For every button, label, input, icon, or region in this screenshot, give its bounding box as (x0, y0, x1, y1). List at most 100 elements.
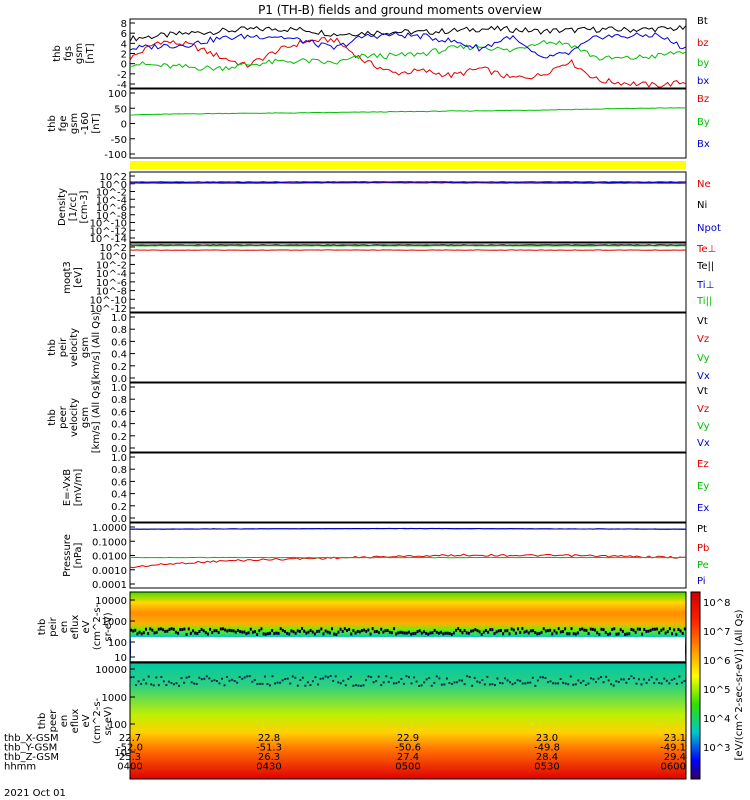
y-tick-label: 0.0 (111, 514, 127, 525)
spectrogram-pixel (153, 631, 156, 635)
spectrogram-pixel (561, 630, 564, 634)
spectrogram-pixel (271, 629, 274, 633)
spectrogram-pixel (418, 684, 421, 687)
spectrogram-pixel (502, 632, 505, 636)
legend-label-ne: Ne (697, 179, 711, 190)
y-tick-label: 0.2 (111, 362, 127, 373)
y-tick-label: 0.4 (111, 490, 127, 501)
series-line-by (129, 107, 687, 116)
spectrogram-pixel (489, 628, 492, 632)
legend-label-by: by (697, 58, 709, 69)
spectrogram-pixel (509, 681, 512, 684)
y-axis-label: eflux (70, 615, 81, 640)
spectrogram-pixel (314, 676, 317, 679)
y-tick-label: 0.2 (111, 502, 127, 513)
spectrogram-pixel (557, 627, 560, 631)
spectrogram-pixel (238, 675, 241, 678)
y-tick-label: 0.6 (111, 477, 127, 488)
spectrogram-pixel (405, 675, 408, 678)
y-axis-label: [cm-3] (79, 190, 90, 223)
spectrogram-pixel (211, 631, 214, 635)
spectrogram-pixel (162, 628, 165, 632)
spectrogram-pixel (228, 679, 231, 682)
spectrogram-pixel (241, 630, 244, 634)
spectrogram-pixel (554, 682, 557, 685)
spectrogram-pixel (416, 630, 419, 634)
y-axis-label: eflux (70, 709, 81, 734)
spectrogram-pixel (592, 678, 595, 681)
legend-label-te: Te|| (696, 261, 714, 272)
spectrogram-pixel (329, 675, 332, 678)
colorbar-label: [eV/(cm^2-sec-sr-eV)] (All Qs) (734, 609, 745, 760)
spectrogram-pixel (367, 675, 370, 678)
legend-label-ni: Ni (697, 200, 707, 211)
legend-label-vt: Vt (697, 386, 708, 397)
spectrogram-pixel (130, 628, 132, 632)
spectrogram-pixel (200, 627, 203, 631)
spectrogram-pixel (521, 627, 524, 631)
spectrogram-pixel (656, 627, 659, 631)
spectrogram-pixel (356, 629, 359, 633)
spectrogram-pixel (675, 682, 678, 685)
spectrogram-pixel (322, 677, 325, 680)
spectrogram-pixel (223, 684, 226, 687)
y-axis-label: en (59, 715, 70, 728)
spectrogram-pixel (602, 628, 605, 632)
spectrogram-pixel (167, 680, 170, 683)
spectrogram-pixel (232, 629, 235, 633)
colorbar-tick-label: 10^7 (703, 627, 730, 638)
spectrogram-pixel (251, 680, 254, 683)
spectrogram-pixel (649, 628, 652, 632)
y-axis-label: gsm (74, 43, 85, 64)
spectrogram-pixel (151, 628, 154, 632)
spectrogram-pixel (375, 629, 378, 633)
y-axis-label: (cm^2-s- (92, 603, 103, 650)
spectrogram-pixel (446, 631, 449, 635)
spectrogram-pixel (135, 684, 138, 687)
spectrogram-pixel (579, 681, 582, 684)
spectrogram-pixel (369, 632, 372, 636)
footer-value: 22.9 (397, 733, 419, 744)
spectrogram-pixel (452, 631, 455, 635)
y-tick-label: 0.0 (111, 374, 127, 385)
spectrogram-pixel (425, 678, 428, 681)
spectrogram-pixel (339, 627, 342, 631)
spectrogram-pixel (510, 627, 513, 631)
y-axis-label: moqt3 (62, 261, 73, 294)
spectrogram-pixel (683, 680, 686, 683)
spectrogram-pixel (569, 675, 572, 678)
spectrogram-pixel (157, 627, 160, 631)
footer-value: 0500 (395, 762, 420, 773)
spectrogram-pixel (418, 629, 421, 633)
spectrogram-pixel (365, 629, 368, 633)
spectrogram-pixel (583, 628, 586, 632)
spectrogram-pixel (442, 632, 445, 636)
spectrogram-pixel (483, 683, 486, 686)
spectrogram-pixel (198, 629, 201, 633)
spectrogram-pixel (468, 676, 471, 679)
spectrogram-pixel (461, 679, 464, 682)
spectrogram-pixel (202, 629, 205, 633)
footer-value: -51.3 (256, 743, 282, 754)
legend-label-ey: Ey (697, 481, 709, 492)
footer: thb_X-GSM 22.7 22.8 22.9 23.0 23.1 thb_Y-GSM -5… (4, 733, 686, 773)
spectrogram-pixel (589, 677, 592, 680)
spectrogram-pixel (395, 632, 398, 636)
spectrogram-pixel (463, 683, 466, 686)
spectrogram-pixel (553, 629, 556, 633)
spectrogram-pixel (363, 628, 366, 632)
panel-temp: 10^210^010^-210^-410^-610^-810^-1010^-12… (62, 242, 716, 315)
y-tick-label: 2 (121, 50, 127, 61)
spectrogram-pixel (625, 681, 628, 684)
footer-value: 29.4 (664, 752, 686, 763)
series-line-pb (129, 553, 687, 569)
spectrogram-pixel (430, 684, 433, 687)
y-axis-label: sr-eV) (103, 612, 114, 641)
spectrogram-pixel (487, 630, 490, 634)
spectrogram-pixel (388, 630, 391, 634)
spectrogram-pixel (605, 675, 608, 678)
spectrogram-pixel (200, 678, 203, 681)
spectrogram-pixel (159, 627, 162, 631)
spectrogram-pixel (567, 683, 570, 686)
